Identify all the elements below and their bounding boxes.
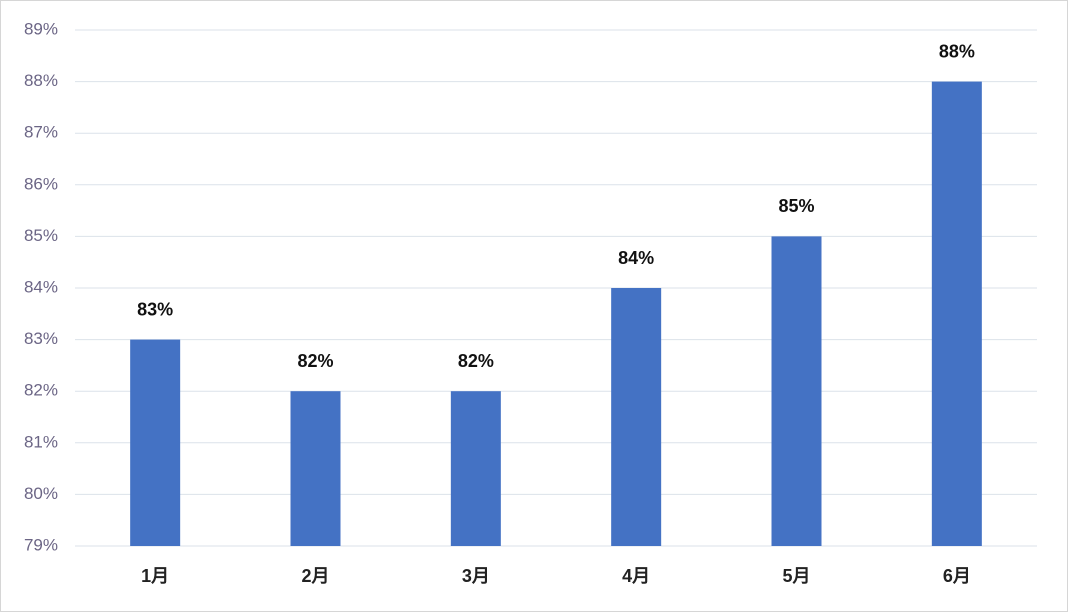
x-tick-label: 5月 — [782, 566, 810, 586]
value-label: 84% — [618, 248, 654, 268]
y-tick-label: 89% — [24, 19, 58, 38]
bar — [450, 391, 501, 546]
x-tick-label: 1月 — [141, 566, 169, 586]
y-tick-label: 81% — [24, 432, 58, 451]
bar — [931, 81, 982, 546]
bar — [771, 236, 822, 546]
y-tick-label: 84% — [24, 277, 58, 296]
y-tick-label: 79% — [24, 535, 58, 554]
value-label: 88% — [939, 41, 975, 61]
bar — [611, 288, 662, 546]
y-tick-label: 82% — [24, 381, 58, 400]
y-tick-label: 80% — [24, 484, 58, 503]
x-tick-label: 2月 — [301, 566, 329, 586]
y-tick-label: 83% — [24, 329, 58, 348]
bar — [130, 339, 181, 546]
x-tick-label: 3月 — [462, 566, 490, 586]
y-tick-label: 85% — [24, 226, 58, 245]
x-tick-label: 4月 — [622, 566, 650, 586]
y-tick-label: 86% — [24, 174, 58, 193]
y-tick-label: 88% — [24, 71, 58, 90]
y-tick-label: 87% — [24, 123, 58, 142]
value-label: 82% — [297, 351, 333, 371]
value-label: 82% — [458, 351, 494, 371]
x-tick-label: 6月 — [943, 566, 971, 586]
value-label: 83% — [137, 299, 173, 319]
value-label: 85% — [778, 196, 814, 216]
bar — [290, 391, 341, 546]
